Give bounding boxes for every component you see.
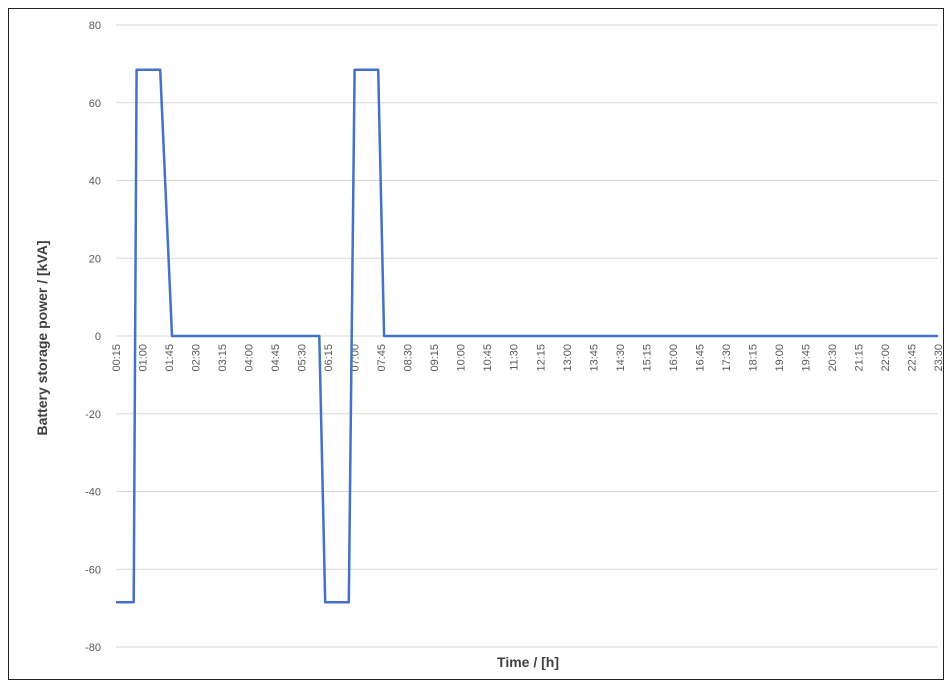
y-tick-label: -20: [85, 409, 101, 421]
x-tick-label: 22:00: [880, 344, 892, 372]
x-tick-label: 14:30: [615, 344, 627, 372]
x-tick-label: 12:15: [535, 344, 547, 372]
x-tick-label: 13:00: [562, 344, 574, 372]
y-tick-label: -40: [85, 487, 101, 499]
x-tick-label: 10:00: [456, 344, 468, 372]
x-tick-label: 08:30: [403, 344, 415, 372]
x-tick-label: 19:45: [800, 344, 812, 372]
series-lines: [116, 68, 938, 604]
x-tick-label: 19:00: [774, 344, 786, 372]
x-tick-label: 21:15: [853, 344, 865, 372]
x-tick-label: 06:15: [323, 344, 335, 372]
x-tick-label: 11:30: [509, 344, 521, 371]
x-tick-label: 05:30: [297, 344, 309, 372]
y-axis-title: Battery storage power / [kVA]: [34, 240, 50, 435]
x-tick-label: 02:30: [191, 344, 203, 372]
x-tick-label: 15:15: [641, 344, 653, 372]
x-tick-label: 18:15: [747, 344, 759, 372]
y-tick-label: 40: [89, 176, 101, 188]
y-tick-label: 80: [89, 20, 101, 32]
x-tick-label: 01:00: [138, 344, 150, 372]
y-tick-labels: 80 60 40 20 0 -20 -40 -60 -80: [85, 20, 101, 654]
x-tick-label: 20:30: [827, 344, 839, 372]
x-tick-label: 17:30: [721, 344, 733, 372]
x-tick-label: 10:45: [482, 344, 494, 372]
chart-frame: [8, 8, 944, 680]
x-tick-label: 04:45: [270, 344, 282, 372]
x-tick-label: 04:00: [244, 344, 256, 372]
y-tick-label: -80: [85, 642, 101, 654]
x-tick-label: 13:45: [588, 344, 600, 372]
x-axis-title: Time / [h]: [497, 654, 559, 670]
y-tick-label: 60: [89, 98, 101, 110]
x-tick-label: 03:15: [217, 344, 229, 372]
x-tick-label: 01:45: [164, 344, 176, 372]
x-tick-label: 07:45: [376, 344, 388, 372]
x-tick-label: 22:45: [906, 344, 918, 372]
x-tick-labels: 00:15 01:00 01:45 02:30 03:15 04:00 04:45 05:30…: [111, 344, 945, 372]
x-tick-label: 00:15: [111, 344, 123, 372]
y-tick-label: 20: [89, 253, 101, 265]
x-tick-label: 16:45: [694, 344, 706, 372]
x-tick-label: 16:00: [668, 344, 680, 372]
y-tick-label: -60: [85, 564, 101, 576]
x-tick-label: 09:15: [429, 344, 441, 372]
x-tick-label: 23:30: [933, 344, 945, 372]
y-tick-label: 0: [95, 331, 101, 343]
battery-power-line: [116, 68, 938, 604]
gridlines: [116, 24, 938, 648]
